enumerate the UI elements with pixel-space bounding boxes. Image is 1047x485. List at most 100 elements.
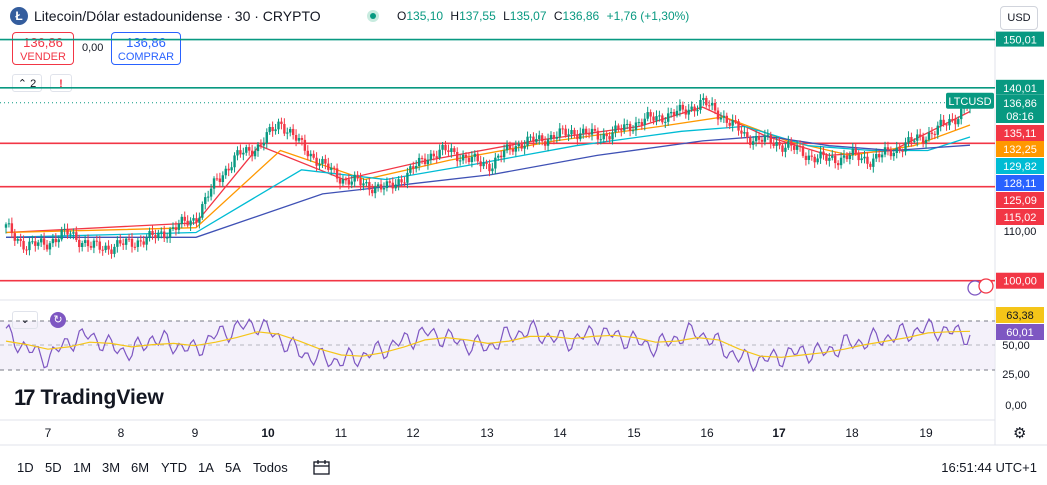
candle-body xyxy=(482,162,485,167)
candle-body xyxy=(678,104,682,111)
timeframe-3m[interactable]: 3M xyxy=(102,460,121,475)
candle-body xyxy=(599,139,603,141)
candle-body xyxy=(195,218,198,223)
ohlc-low-label: L xyxy=(503,9,510,23)
candle-body xyxy=(795,145,799,150)
candle-body xyxy=(479,161,482,167)
candle-body xyxy=(831,155,834,158)
rsi-tick-label: 0,00 xyxy=(1005,400,1026,412)
candle-body xyxy=(590,128,594,135)
candle-body xyxy=(910,137,913,142)
candle-body xyxy=(810,155,813,157)
candle-body xyxy=(461,154,465,161)
candle-body xyxy=(529,136,532,138)
indicator-price-label: 128,11 xyxy=(1004,178,1037,190)
candle-body xyxy=(672,111,676,116)
candle-body xyxy=(942,119,945,125)
candle-body xyxy=(142,241,145,245)
symbol-title[interactable]: Litecoin/Dólar estadounidense · 30 · CRY… xyxy=(34,8,321,24)
timeframe-1d[interactable]: 1D xyxy=(17,460,34,475)
candle-body xyxy=(365,182,368,184)
candle-body xyxy=(139,240,142,242)
candle-body xyxy=(628,123,632,132)
candle-body xyxy=(136,240,140,247)
candle-body xyxy=(151,231,154,236)
timeframe-1a[interactable]: 1A xyxy=(198,460,214,475)
candle-body xyxy=(602,133,605,140)
candle-body xyxy=(312,153,315,158)
currency-selector[interactable]: USD xyxy=(1000,6,1038,30)
candle-body xyxy=(623,124,626,131)
candle-body xyxy=(713,102,717,111)
timeframe-6m[interactable]: 6M xyxy=(131,460,150,475)
candle-body xyxy=(420,157,424,159)
candle-body xyxy=(124,238,128,245)
timeframe-5a[interactable]: 5A xyxy=(225,460,241,475)
timeframe-todos[interactable]: Todos xyxy=(253,460,288,475)
candle-body xyxy=(579,133,582,140)
ohlc-change: +1,76 (+1,30%) xyxy=(606,9,690,23)
ema-line-2 xyxy=(5,125,971,238)
candle-body xyxy=(362,183,365,186)
candle-body xyxy=(637,122,641,124)
candle-body xyxy=(265,132,268,144)
candle-body xyxy=(332,167,336,169)
candle-body xyxy=(523,145,526,149)
candle-body xyxy=(889,149,893,157)
indicator-price-bg xyxy=(996,209,1044,225)
rsi-refresh-icon[interactable]: ↻ xyxy=(50,312,66,328)
rsi-axis-label-bg xyxy=(996,324,1044,340)
candle-body xyxy=(186,220,189,226)
candle-body xyxy=(274,129,277,132)
rsi-collapse-button[interactable]: ⌄ xyxy=(12,311,38,329)
candle-body xyxy=(75,232,78,240)
candle-body xyxy=(412,166,415,169)
candle-body xyxy=(373,186,377,194)
candle-body xyxy=(875,153,878,159)
candle-body xyxy=(116,240,119,247)
candle-body xyxy=(798,145,802,147)
candle-body xyxy=(620,129,623,131)
brand-name: TradingView xyxy=(40,386,164,409)
price-chart[interactable]: 7 8 9 10 11 12 13 14 15 16 17 18 19 LTCUSD 150,01 140,… xyxy=(0,0,1047,452)
buy-label: COMPRAR xyxy=(117,51,175,63)
candle-body xyxy=(898,147,901,151)
candle-body xyxy=(245,147,248,153)
candle-body xyxy=(104,245,107,251)
candle-body xyxy=(31,241,34,243)
candle-body xyxy=(476,153,479,162)
candle-body xyxy=(625,123,629,125)
settings-gear-icon[interactable]: ⚙ xyxy=(1013,425,1027,442)
candle-body xyxy=(397,179,400,185)
timeframe-ytd[interactable]: YTD xyxy=(161,460,187,475)
candle-body xyxy=(215,178,219,180)
candle-body xyxy=(110,249,113,254)
candle-body xyxy=(444,144,447,151)
candle-body xyxy=(570,130,573,135)
ema-line-0 xyxy=(5,106,971,234)
time-tick-label: 17 xyxy=(772,426,786,440)
candle-body xyxy=(538,135,541,140)
candle-body xyxy=(930,132,934,134)
candle-body xyxy=(614,125,617,133)
candle-body xyxy=(746,132,749,138)
candle-body xyxy=(535,139,538,142)
candle-body xyxy=(769,134,772,144)
candle-body xyxy=(655,116,658,121)
calendar-range-icon[interactable] xyxy=(312,458,332,478)
candle-body xyxy=(699,99,702,110)
candle-body xyxy=(127,238,131,240)
candle-body xyxy=(939,119,942,126)
candle-body xyxy=(250,150,254,157)
candle-body xyxy=(658,115,661,117)
candle-body xyxy=(406,172,409,183)
candle-body xyxy=(19,238,22,241)
timeframe-1m[interactable]: 1M xyxy=(73,460,92,475)
timeframe-5d[interactable]: 5D xyxy=(45,460,62,475)
candle-body xyxy=(189,220,192,226)
candle-body xyxy=(497,155,500,158)
candle-body xyxy=(757,135,761,140)
candle-body xyxy=(113,246,116,254)
candle-body xyxy=(101,249,104,251)
indicator-price-bg xyxy=(996,175,1044,191)
